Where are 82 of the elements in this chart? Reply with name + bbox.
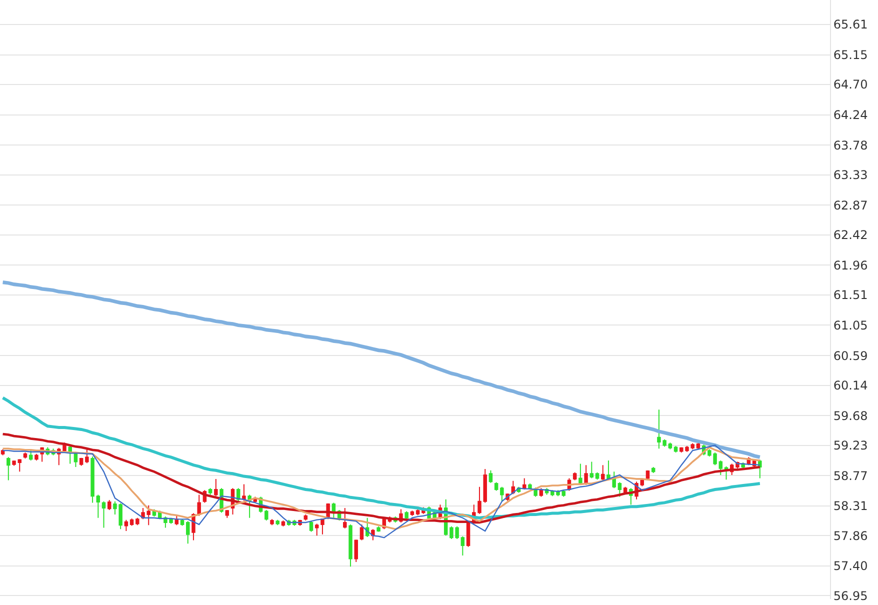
candlestick — [124, 519, 128, 532]
candlestick — [309, 520, 314, 532]
line-series — [0, 280, 762, 459]
candlestick — [34, 453, 38, 461]
y-tick-label: 57.40 — [833, 559, 868, 574]
candlestick — [68, 444, 72, 464]
y-tick-label: 64.70 — [833, 78, 868, 92]
candlestick — [242, 484, 246, 502]
candlestick — [79, 457, 84, 466]
y-tick-label: 58.77 — [833, 468, 868, 483]
candlestick — [376, 526, 380, 532]
y-tick-label: 63.33 — [833, 168, 868, 182]
candlestick — [590, 461, 594, 479]
y-tick-label: 61.96 — [833, 258, 868, 272]
candlestick — [500, 486, 504, 502]
candlestick — [332, 502, 336, 518]
candlestick — [360, 524, 364, 541]
candlestick — [343, 507, 347, 529]
candlestick — [460, 536, 465, 556]
candlestick — [416, 508, 420, 516]
candlestick — [130, 518, 134, 526]
candlestick — [90, 456, 94, 504]
candlestick — [180, 518, 184, 526]
candlestick — [102, 500, 106, 528]
y-tick-label: 62.42 — [833, 228, 868, 242]
candlestick — [651, 466, 656, 474]
candlestick — [488, 470, 493, 484]
y-tick-label: 64.24 — [833, 108, 868, 122]
y-tick-label: 57.86 — [833, 528, 868, 543]
y-tick-label: 56.95 — [833, 588, 868, 603]
y-tick-label: 62.87 — [833, 198, 868, 212]
y-tick-label: 59.68 — [833, 408, 868, 423]
candlestick — [494, 482, 498, 492]
candlestick — [404, 510, 408, 520]
candlestick — [612, 471, 616, 489]
candlestick — [320, 518, 324, 535]
candlestick — [314, 523, 319, 536]
candlestick — [6, 456, 10, 481]
y-tick-label: 59.23 — [833, 438, 868, 452]
y-tick-label: 60.59 — [833, 348, 868, 363]
y-tick-label: 63.78 — [833, 138, 868, 152]
candlestick — [107, 500, 112, 510]
y-tick-label: 58.31 — [833, 499, 868, 514]
candlestick — [264, 509, 268, 521]
candlestick — [528, 483, 532, 490]
candlestick — [572, 472, 577, 481]
candlestick — [410, 510, 414, 516]
candlestick — [618, 482, 622, 498]
candlestick — [197, 494, 201, 516]
candlestick — [601, 464, 605, 481]
candlestick — [208, 488, 212, 496]
candlestick — [23, 452, 28, 459]
candlestick — [96, 494, 100, 518]
candlestick — [606, 460, 610, 481]
candlestick — [136, 517, 140, 526]
candlestick — [371, 528, 375, 541]
candlestick — [225, 509, 229, 518]
candlestick — [578, 463, 582, 485]
candlestick — [718, 460, 723, 476]
candlestick — [584, 464, 588, 484]
candlestick — [354, 539, 358, 563]
candlestick — [28, 448, 33, 461]
candlestick — [281, 520, 286, 527]
candlestick — [270, 518, 274, 526]
y-tick-label: 65.61 — [833, 18, 868, 32]
line-series — [1, 396, 762, 520]
y-tick-label: 60.14 — [833, 378, 868, 392]
candlestick — [276, 519, 280, 526]
candlestick — [348, 524, 352, 568]
candlestick — [18, 458, 22, 472]
candlestick — [304, 514, 308, 521]
y-tick-label: 65.15 — [833, 48, 868, 62]
line-series — [2, 432, 762, 524]
candlestick — [214, 478, 218, 497]
y-tick-label: 61.51 — [833, 288, 868, 302]
candlestick — [668, 442, 672, 450]
candlestick — [186, 520, 190, 544]
candlestick — [595, 472, 600, 480]
candlestick — [74, 452, 78, 468]
candlestick — [12, 460, 16, 466]
candlestick — [85, 448, 89, 464]
y-tick-label: 61.05 — [833, 318, 868, 332]
